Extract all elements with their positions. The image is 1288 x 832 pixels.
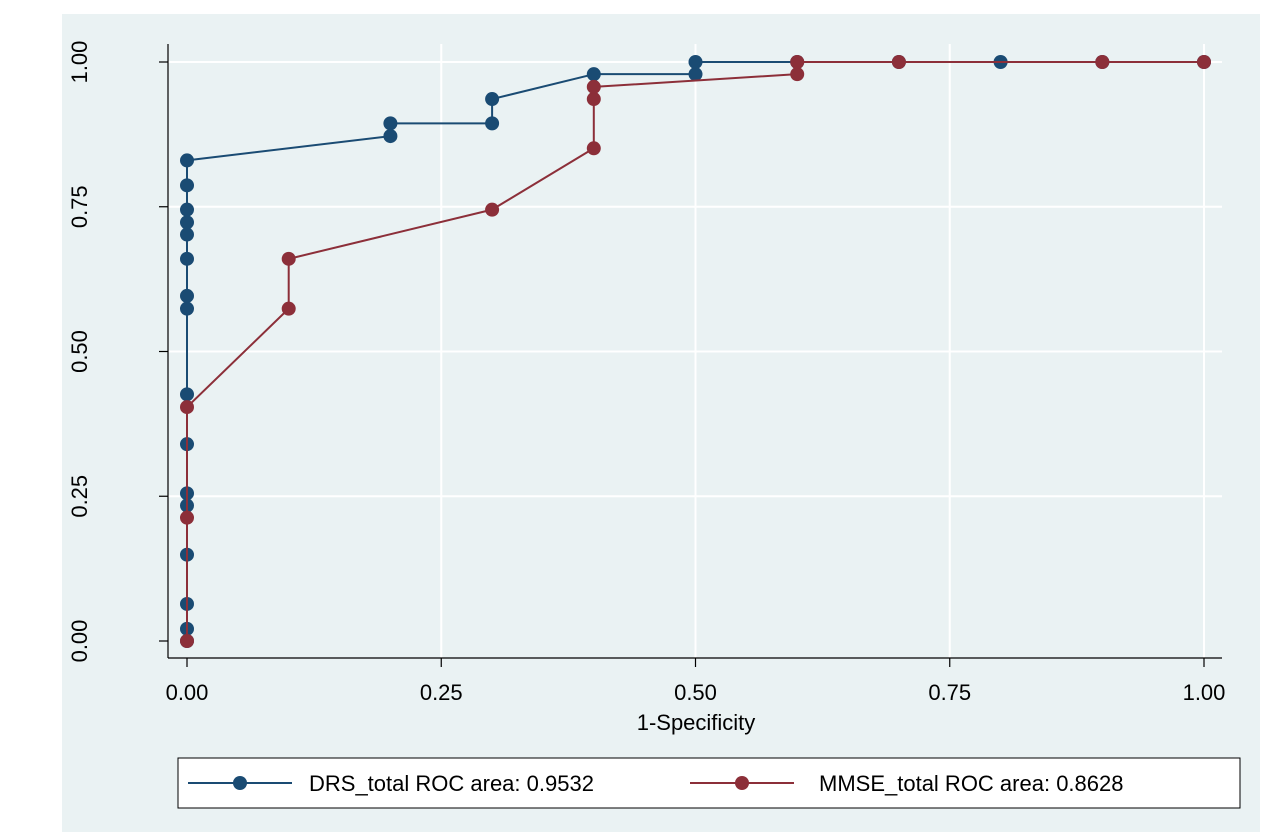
data-point-drs [180, 288, 194, 303]
data-point-drs [688, 55, 703, 69]
data-point-drs [180, 387, 194, 402]
data-point-mmse [790, 67, 805, 82]
data-point-drs [180, 215, 194, 230]
data-point-mmse [180, 400, 194, 415]
legend-swatch-marker-drs [233, 776, 247, 790]
data-point-mmse [180, 634, 194, 648]
data-point-drs [180, 251, 194, 266]
data-point-mmse [586, 141, 601, 156]
legend-label-drs: DRS_total ROC area: 0.9532 [309, 771, 594, 796]
x-tick-label: 0.00 [166, 680, 209, 705]
data-point-drs [586, 67, 601, 82]
legend-label-mmse: MMSE_total ROC area: 0.8628 [819, 771, 1123, 796]
data-point-mmse [891, 55, 906, 69]
data-point-drs [180, 202, 194, 217]
y-tick-label: 0.75 [67, 185, 92, 228]
data-point-mmse [281, 301, 296, 316]
data-point-mmse [281, 251, 296, 266]
data-point-mmse [180, 510, 194, 525]
data-point-drs [485, 116, 500, 131]
x-tick-label: 0.75 [928, 680, 971, 705]
data-point-drs [180, 178, 194, 193]
x-tick-label: 0.25 [420, 680, 463, 705]
y-tick-label: 0.25 [67, 475, 92, 518]
data-point-drs [180, 227, 194, 242]
data-point-drs [180, 153, 194, 168]
legend: DRS_total ROC area: 0.9532 MMSE_total RO… [177, 757, 1241, 809]
data-point-drs [688, 67, 703, 82]
data-point-drs [485, 92, 500, 107]
ticks: 0.00 0.25 0.50 0.75 1.00 0.00 0.25 0.50 0.75 1.00 [67, 41, 1225, 705]
data-point-drs [383, 116, 398, 131]
data-point-drs [180, 301, 194, 316]
data-point-mmse [586, 79, 601, 94]
data-point-drs [383, 129, 398, 144]
data-point-mmse [1197, 55, 1211, 69]
legend-swatch-marker-mmse [735, 776, 749, 790]
x-tick-label: 1.00 [1183, 680, 1226, 705]
y-tick-label: 0.50 [67, 330, 92, 373]
series-line-mmse [186, 61, 1204, 641]
data-point-mmse [1095, 55, 1110, 69]
series-layer [180, 55, 1211, 648]
data-point-mmse [485, 202, 500, 217]
y-tick-label: 0.00 [67, 620, 92, 663]
series-mmse [180, 55, 1211, 648]
data-point-mmse [586, 92, 601, 107]
x-axis-title: 1-Specificity [637, 710, 756, 735]
data-point-mmse [790, 55, 805, 69]
x-tick-label: 0.50 [674, 680, 717, 705]
y-tick-label: 1.00 [67, 41, 92, 84]
